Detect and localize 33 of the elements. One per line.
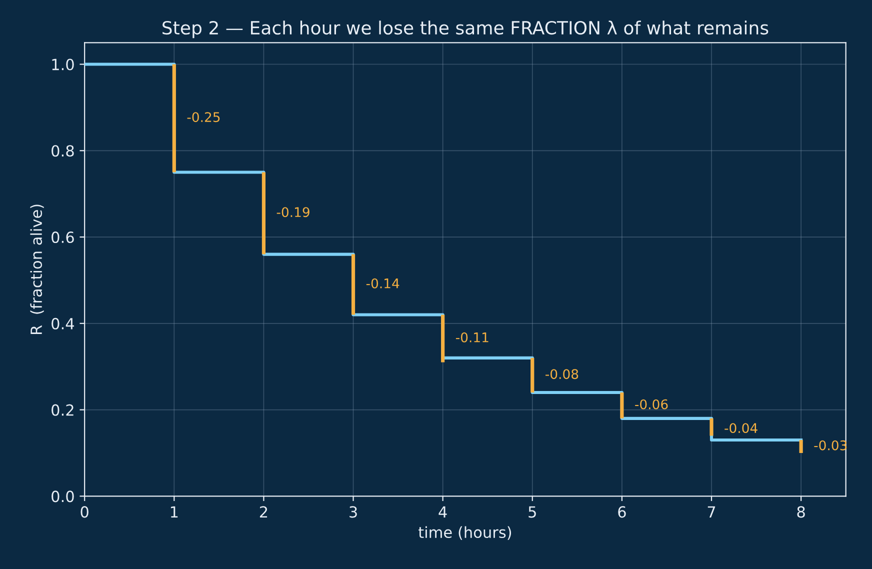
annotation: -0.25	[187, 112, 220, 122]
x-tick-label: 7	[708, 506, 716, 518]
annotation: -0.11	[456, 332, 488, 342]
x-tick-label: 4	[438, 506, 447, 518]
annotation: -0.06	[635, 399, 668, 410]
y-tick-label: 0.6	[52, 231, 74, 244]
annotation: -0.19	[276, 207, 310, 218]
y-tick-label: 0.8	[52, 145, 74, 157]
bar	[799, 440, 803, 453]
x-tick-label: 3	[350, 506, 357, 518]
bar	[441, 314, 445, 362]
annotation: -0.08	[546, 369, 578, 380]
bar	[172, 64, 176, 172]
bar	[620, 392, 624, 418]
y-tick-label: 0.0	[52, 490, 74, 502]
y-tick-label: 0.2	[52, 404, 74, 416]
x-axis-title: time (hours)	[418, 526, 512, 540]
y-axis-title: R (fraction alive)	[30, 204, 44, 334]
y-tick-label: 0.4	[52, 318, 74, 330]
y-tick-label: 1.0	[52, 58, 74, 70]
bar	[262, 172, 266, 254]
bar	[710, 418, 714, 436]
x-tick-label: 1	[170, 506, 178, 518]
bar	[530, 358, 534, 393]
chart-title: Step 2 — Each hour we lose the same FRACTION λ of what remains	[162, 20, 768, 38]
x-tick-label: 8	[797, 506, 805, 518]
bar	[351, 254, 356, 315]
x-tick-label: 2	[260, 506, 268, 518]
x-tick-label: 0	[80, 506, 88, 518]
x-tick-label: 6	[618, 506, 626, 518]
annotation: -0.14	[366, 278, 400, 288]
x-tick-label: 5	[528, 506, 536, 518]
annotation: -0.04	[724, 423, 758, 434]
